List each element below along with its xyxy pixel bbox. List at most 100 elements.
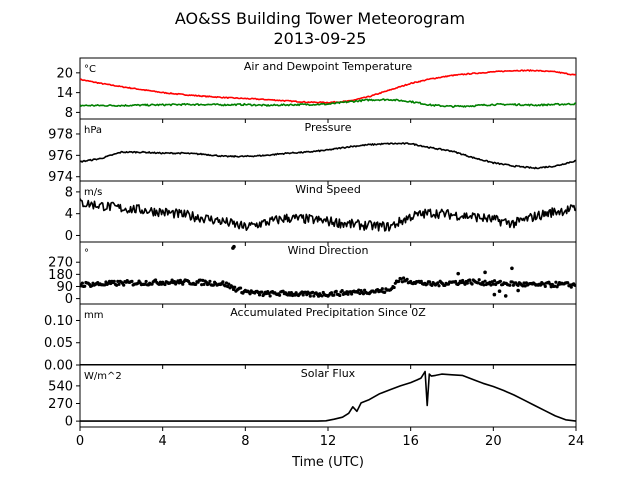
y-tick-label: 20 xyxy=(56,66,73,81)
wind-direction-point xyxy=(380,287,384,291)
wind-direction-point xyxy=(338,293,342,298)
x-tick-label: 4 xyxy=(159,434,167,449)
wind-direction-point xyxy=(332,293,336,297)
x-tick-label: 20 xyxy=(485,434,502,449)
wind-direction-point xyxy=(122,283,126,287)
wind-direction-point xyxy=(397,279,401,283)
wind-direction-point xyxy=(401,276,406,280)
chart-panel-0: 8 14 20 Air and Dewpoint Temperature °C xyxy=(56,57,577,123)
wind-direction-point xyxy=(516,288,520,293)
wind-direction-point xyxy=(481,280,485,285)
panel-title: Air and Dewpoint Temperature xyxy=(244,60,412,73)
figure-title-line1: AO&SS Building Tower Meteorogram xyxy=(175,9,465,28)
y-tick-label: 4 xyxy=(65,207,73,222)
wind-direction-point xyxy=(361,292,366,296)
wind-direction-point xyxy=(334,289,338,293)
wind-direction-point xyxy=(198,278,203,282)
wind-direction-point xyxy=(202,282,206,286)
y-tick-label: 180 xyxy=(48,268,73,283)
y-tick-label: 8 xyxy=(65,106,73,121)
wind-direction-point xyxy=(227,282,231,286)
y-tick-label: 90 xyxy=(56,280,73,295)
wind-direction-point xyxy=(80,281,84,285)
wind-direction-point xyxy=(492,292,497,297)
wind-direction-point xyxy=(511,283,516,287)
wind-direction-point xyxy=(491,282,495,286)
y-tick-label: 8 xyxy=(65,185,73,200)
panel-unit: ° xyxy=(84,248,89,259)
chart-panel-5: 0 270 540 0 4 8 12 16 20 24 Solar Flux W/m^2 xyxy=(48,364,585,449)
wind-direction-point xyxy=(463,282,467,286)
wind-direction-point xyxy=(340,289,344,293)
y-tick-label: 270 xyxy=(48,256,73,271)
wind-direction-point xyxy=(554,280,558,284)
x-axis-label: Time (UTC) xyxy=(291,455,364,470)
plot-area xyxy=(80,142,576,170)
wind-direction-point xyxy=(516,283,520,288)
wind-direction-point xyxy=(260,290,264,294)
x-tick-label: 0 xyxy=(76,434,84,449)
wind-direction-point xyxy=(569,285,573,289)
y-tick-label: 0 xyxy=(65,292,73,307)
y-tick-label: 0 xyxy=(65,415,73,430)
wind-direction-point xyxy=(181,282,185,286)
wind-direction-point xyxy=(405,277,409,281)
wind-direction-point xyxy=(508,283,512,287)
wind-direction-point xyxy=(492,279,497,283)
wind-direction-point xyxy=(477,278,481,282)
wind-direction-point xyxy=(248,292,252,296)
figure-title-line2: 2013-09-25 xyxy=(274,29,367,48)
series-line-0 xyxy=(80,69,576,104)
wind-direction-point xyxy=(277,293,282,297)
wind-direction-point xyxy=(116,279,120,283)
plot-area xyxy=(80,370,576,422)
wind-direction-point xyxy=(170,278,174,282)
wind-direction-point xyxy=(383,290,387,294)
wind-direction-point xyxy=(482,283,486,287)
plot-area xyxy=(80,198,576,232)
wind-direction-point xyxy=(483,270,487,275)
wind-direction-point xyxy=(470,282,474,286)
panel-title: Wind Direction xyxy=(288,244,369,257)
wind-direction-point xyxy=(548,282,552,286)
wind-direction-point xyxy=(312,294,316,298)
y-tick-label: 540 xyxy=(48,379,73,394)
wind-direction-point xyxy=(392,285,396,290)
wind-direction-point xyxy=(194,282,198,286)
wind-direction-point xyxy=(153,278,158,282)
wind-direction-point xyxy=(289,290,293,295)
chart-panel-2: 0 4 8 Wind Speed m/s xyxy=(65,180,577,246)
chart-panel-4: 0.00 0.05 0.10 Accumulated Precipitation Si… xyxy=(44,303,577,374)
wind-direction-point xyxy=(566,281,570,285)
wind-direction-point xyxy=(465,281,469,285)
wind-direction-point xyxy=(427,280,432,284)
panel-unit: mm xyxy=(84,310,103,321)
series-line-0 xyxy=(80,370,576,422)
wind-direction-point xyxy=(300,290,304,294)
plot-area xyxy=(80,69,576,109)
wind-direction-point xyxy=(436,281,440,285)
y-tick-label: 0.00 xyxy=(44,359,73,374)
wind-direction-point xyxy=(521,284,525,288)
panel-title: Pressure xyxy=(305,121,352,134)
series-line-0 xyxy=(80,198,576,232)
wind-direction-point xyxy=(503,294,508,298)
wind-direction-point xyxy=(305,293,309,297)
wind-direction-point xyxy=(453,279,458,284)
wind-direction-point xyxy=(329,291,334,295)
wind-direction-point xyxy=(468,278,472,282)
wind-direction-point xyxy=(112,279,116,283)
x-tick-label: 24 xyxy=(568,434,585,449)
y-tick-label: 974 xyxy=(48,170,73,185)
wind-direction-point xyxy=(320,294,324,298)
panel-title: Solar Flux xyxy=(301,367,356,380)
wind-direction-point xyxy=(233,285,237,289)
y-tick-label: 0.05 xyxy=(44,336,73,351)
wind-direction-point xyxy=(144,279,148,284)
plot-area xyxy=(80,244,576,298)
wind-direction-point xyxy=(483,279,487,283)
wind-direction-point xyxy=(224,281,229,285)
panel-unit: m/s xyxy=(84,187,102,198)
wind-direction-point xyxy=(543,284,547,288)
